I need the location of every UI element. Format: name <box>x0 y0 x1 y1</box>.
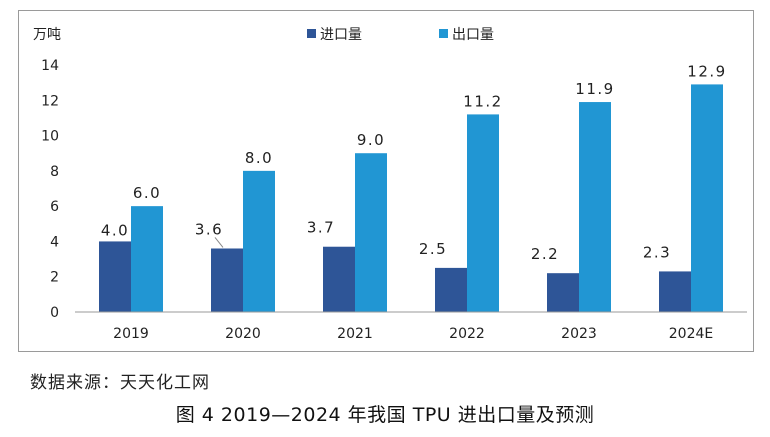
source-note: 数据来源：天天化工网 <box>30 373 210 393</box>
y-tick-label: 8 <box>50 164 59 180</box>
bar-import <box>99 241 131 312</box>
data-label: 2.5 <box>419 240 447 258</box>
x-tick-label: 2021 <box>337 326 373 342</box>
data-label: 9.0 <box>357 131 385 149</box>
y-tick-label: 0 <box>50 305 59 321</box>
bar-import <box>547 273 579 312</box>
figure-caption: 图 4 2019—2024 年我国 TPU 进出口量及预测 <box>175 404 595 426</box>
x-axis: 2019 2020 2021 2022 2023 2024E <box>75 311 747 342</box>
legend-label: 进口量 <box>320 27 362 43</box>
data-label: 3.6 <box>195 220 223 238</box>
bar-export <box>467 114 499 313</box>
legend-swatch <box>439 29 448 38</box>
bar-import <box>435 267 467 312</box>
legend-swatch <box>307 29 316 38</box>
bar-export <box>131 206 163 312</box>
y-unit-label: 万吨 <box>33 27 61 43</box>
x-tick-label: 2023 <box>561 326 597 342</box>
label-leader-line <box>214 237 224 248</box>
bars: 4.0 6.0 3.6 8.0 3.7 9.0 2.5 11.2 2.2 11.9 2.3 12.9 <box>99 62 726 313</box>
bar-chart: 万吨 进口量 出口量 0 2 4 6 8 10 12 14 4.0 6.0 3.6 8.0 3.7 9.0… <box>33 27 747 342</box>
y-tick-label: 4 <box>50 234 59 250</box>
y-tick-label: 12 <box>41 93 59 109</box>
data-label: 2.3 <box>643 243 671 261</box>
data-label: 4.0 <box>101 221 129 239</box>
y-tick-label: 14 <box>41 58 59 74</box>
data-label: 11.9 <box>575 80 614 98</box>
chart-frame: 万吨 进口量 出口量 0 2 4 6 8 10 12 14 4.0 6.0 3.6 8.0 3.7 9.0… <box>18 10 754 352</box>
legend: 进口量 出口量 <box>307 27 494 43</box>
x-tick-label: 2019 <box>113 326 149 342</box>
data-label: 3.7 <box>307 219 335 237</box>
data-label: 2.2 <box>531 245 559 263</box>
data-label: 11.2 <box>463 92 502 110</box>
bar-export <box>355 153 387 312</box>
bar-export <box>691 84 723 313</box>
y-axis: 0 2 4 6 8 10 12 14 <box>41 58 59 321</box>
x-tick-label: 2024E <box>669 326 713 342</box>
y-tick-label: 6 <box>50 199 59 215</box>
data-label: 6.0 <box>133 184 161 202</box>
bar-import <box>659 271 691 312</box>
x-tick-label: 2022 <box>449 326 485 342</box>
data-label: 8.0 <box>245 149 273 167</box>
x-tick-label: 2020 <box>225 326 261 342</box>
bar-export <box>579 102 611 312</box>
bar-import <box>211 248 243 312</box>
y-tick-label: 10 <box>41 129 59 145</box>
data-label: 12.9 <box>687 62 726 80</box>
legend-label: 出口量 <box>452 27 494 43</box>
bar-export <box>243 170 275 312</box>
bar-import <box>323 246 355 312</box>
y-tick-label: 2 <box>50 270 59 286</box>
